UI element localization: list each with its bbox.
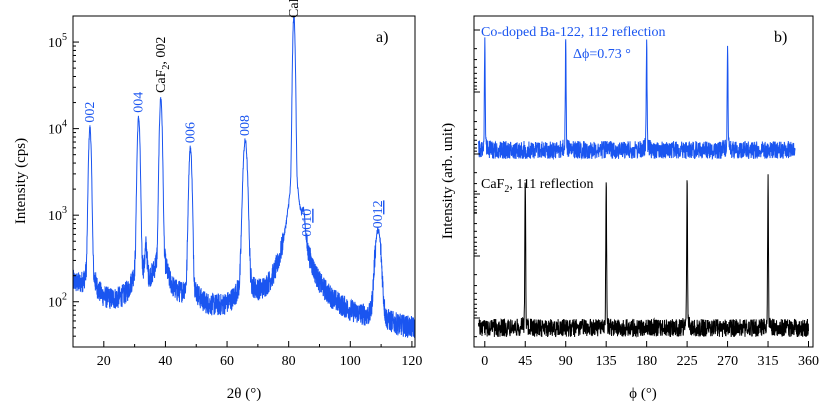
panel-a-peak-label: 008 (238, 115, 253, 136)
panel-a-label: a) (376, 29, 388, 46)
panel-a: 20 40 60 80 100 120 102 103 104 105 002 004 CaF2, 0… (13, 0, 422, 402)
panel-a-peak-label: 0010 (300, 209, 315, 237)
panel-b-frame (473, 15, 814, 348)
panel-a-peak-label: 006 (183, 122, 198, 143)
panel-a-annotations: 002 004 CaF2, 002 006 008 CaF2, 004 0010 0012 (83, 0, 386, 237)
panel-a-xtick-label: 120 (401, 354, 422, 369)
panel-a-peak-label: 0012 (371, 200, 386, 228)
panel-b-xtick-label: 135 (596, 354, 617, 369)
panel-a-ytick-label: 103 (48, 205, 67, 224)
panel-a-peak-label: CaF2, 004 (287, 0, 305, 18)
panel-b: 0 45 90 135 180 225 270 315 360 Co-doped Ba-122,… (440, 15, 819, 402)
panel-b-trace-1 (478, 174, 809, 338)
panel-a-peak-label: CaF2, 002 (154, 37, 172, 93)
panel-b-xtick-label: 45 (518, 354, 532, 369)
panel-a-ytick-label: 105 (48, 32, 67, 51)
panel-a-ytick-label: 102 (48, 292, 67, 311)
panel-b-xtick-label: 0 (481, 354, 488, 369)
panel-a-xtick-label: 80 (282, 354, 296, 369)
panel-b-xtick-label: 360 (798, 354, 819, 369)
panel-b-trace-0 (478, 37, 796, 161)
panel-a-xtick-label: 100 (340, 354, 361, 369)
panel-a-ticks: 20 40 60 80 100 120 102 103 104 105 (48, 15, 422, 369)
panel-b-label: b) (774, 29, 787, 46)
panel-a-ylabel: Intensity (cps) (13, 138, 29, 224)
panel-a-peak-label: 002 (83, 102, 98, 123)
panel-b-xtick-label: 315 (758, 354, 779, 369)
panel-b-xtick-label: 180 (636, 354, 657, 369)
panel-a-frame (72, 15, 416, 348)
panel-a-xlabel: 2θ (°) (227, 386, 261, 402)
panel-a-series (72, 15, 416, 338)
panel-b-ylabel: Intensity (arb. unit) (440, 123, 456, 239)
panel-b-series (478, 37, 809, 338)
panel-a-peak-label: 004 (132, 92, 147, 113)
panel-b-xtick-label: 270 (717, 354, 738, 369)
panel-a-xtick-label: 40 (158, 354, 172, 369)
panel-a-xtick-label: 60 (220, 354, 234, 369)
panel-b-xlabel: ϕ (°) (629, 386, 657, 402)
panel-b-series1-label: Co-doped Ba-122, 112 reflection (481, 25, 666, 40)
panel-a-xtick-label: 20 (97, 354, 111, 369)
panel-b-delta-label: Δϕ=0.73 ° (573, 47, 631, 62)
panel-b-annotations: Co-doped Ba-122, 112 reflection Δϕ=0.73 °… (481, 25, 666, 195)
panel-b-series2-label: CaF2, 111 reflection (481, 177, 593, 195)
panel-b-xtick-label: 225 (677, 354, 698, 369)
panel-b-xtick-label: 90 (559, 354, 573, 369)
panel-a-trace (72, 15, 416, 338)
panel-a-ytick-label: 104 (48, 119, 67, 138)
